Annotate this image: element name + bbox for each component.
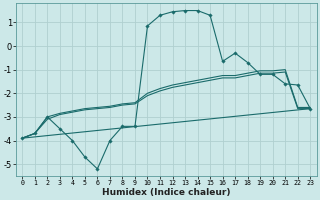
X-axis label: Humidex (Indice chaleur): Humidex (Indice chaleur) [102, 188, 230, 197]
